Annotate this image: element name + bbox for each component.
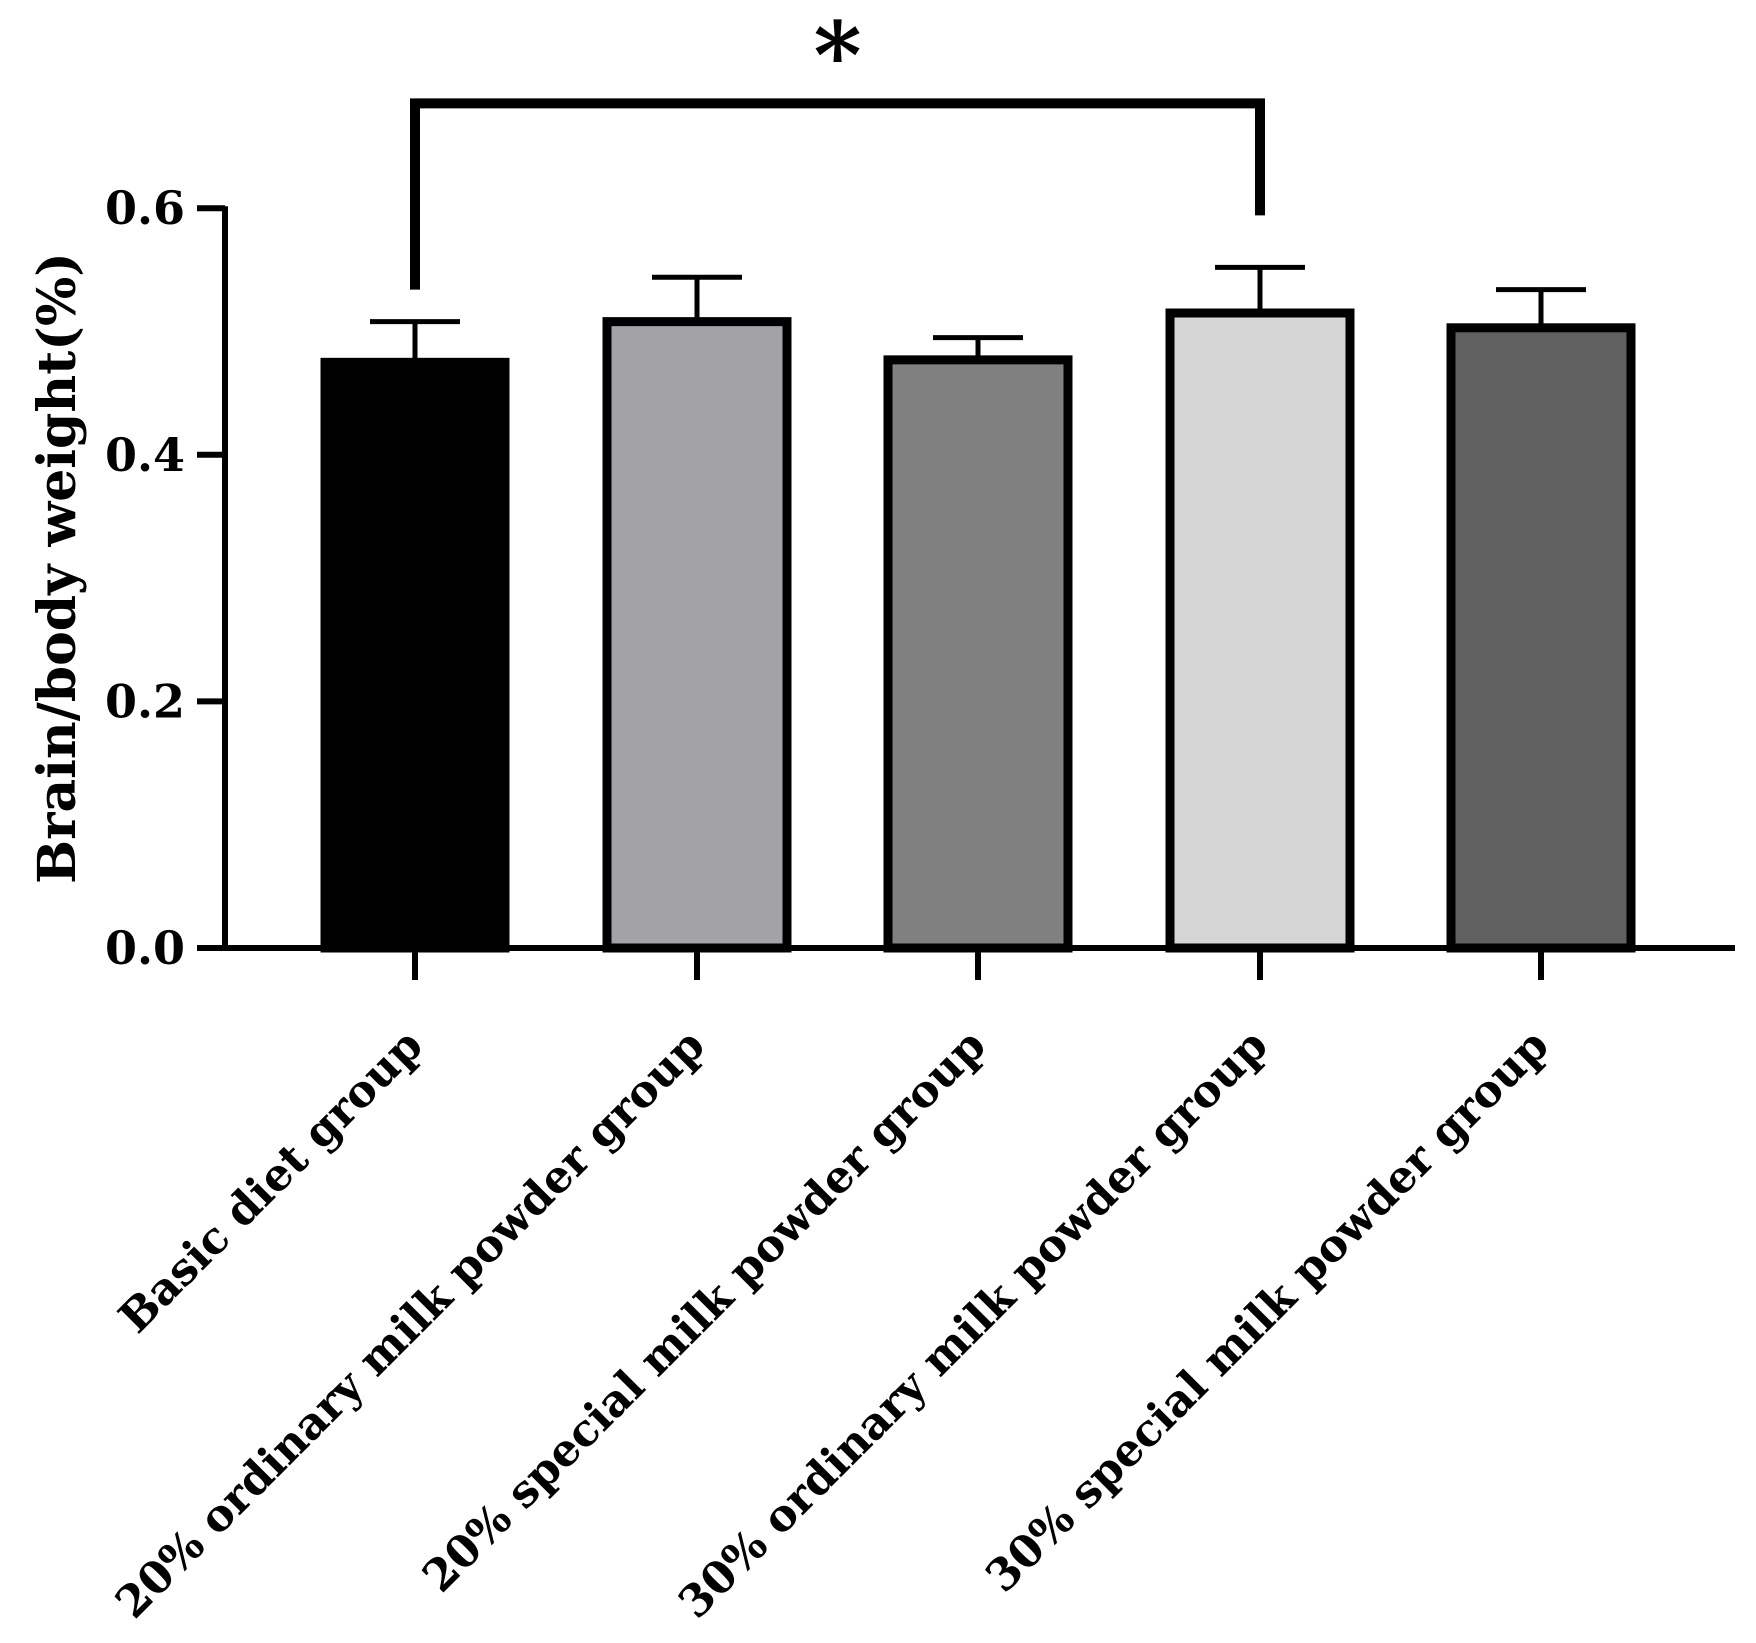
significance-bracket-1 bbox=[410, 98, 1265, 290]
bar-2 bbox=[602, 317, 792, 953]
y-axis-title: Brain/body weight(%) bbox=[27, 252, 88, 884]
x-category-label-4: 30% ordinary milk powder group bbox=[669, 1020, 1278, 1629]
bar-1 bbox=[320, 357, 510, 953]
x-category-label-5: 30% special milk powder group bbox=[976, 1020, 1559, 1603]
y-tick-label-2: 0.4 bbox=[105, 428, 185, 482]
x-category-label-3: 20% special milk powder group bbox=[413, 1020, 996, 1603]
y-tick-label-3: 0.6 bbox=[105, 181, 185, 235]
y-tick-label-0: 0.0 bbox=[105, 921, 185, 975]
bar-4 bbox=[1165, 308, 1355, 953]
bars-group bbox=[320, 264, 1636, 953]
bar-3 bbox=[883, 355, 1073, 953]
x-category-label-2: 20% ordinary milk powder group bbox=[106, 1020, 715, 1629]
axes-group bbox=[197, 98, 1735, 980]
significance-star-1: * bbox=[813, 1, 861, 109]
x-category-label-1: Basic diet group bbox=[109, 1020, 432, 1343]
y-tick-label-1: 0.2 bbox=[105, 674, 185, 728]
bar-5 bbox=[1446, 323, 1636, 953]
